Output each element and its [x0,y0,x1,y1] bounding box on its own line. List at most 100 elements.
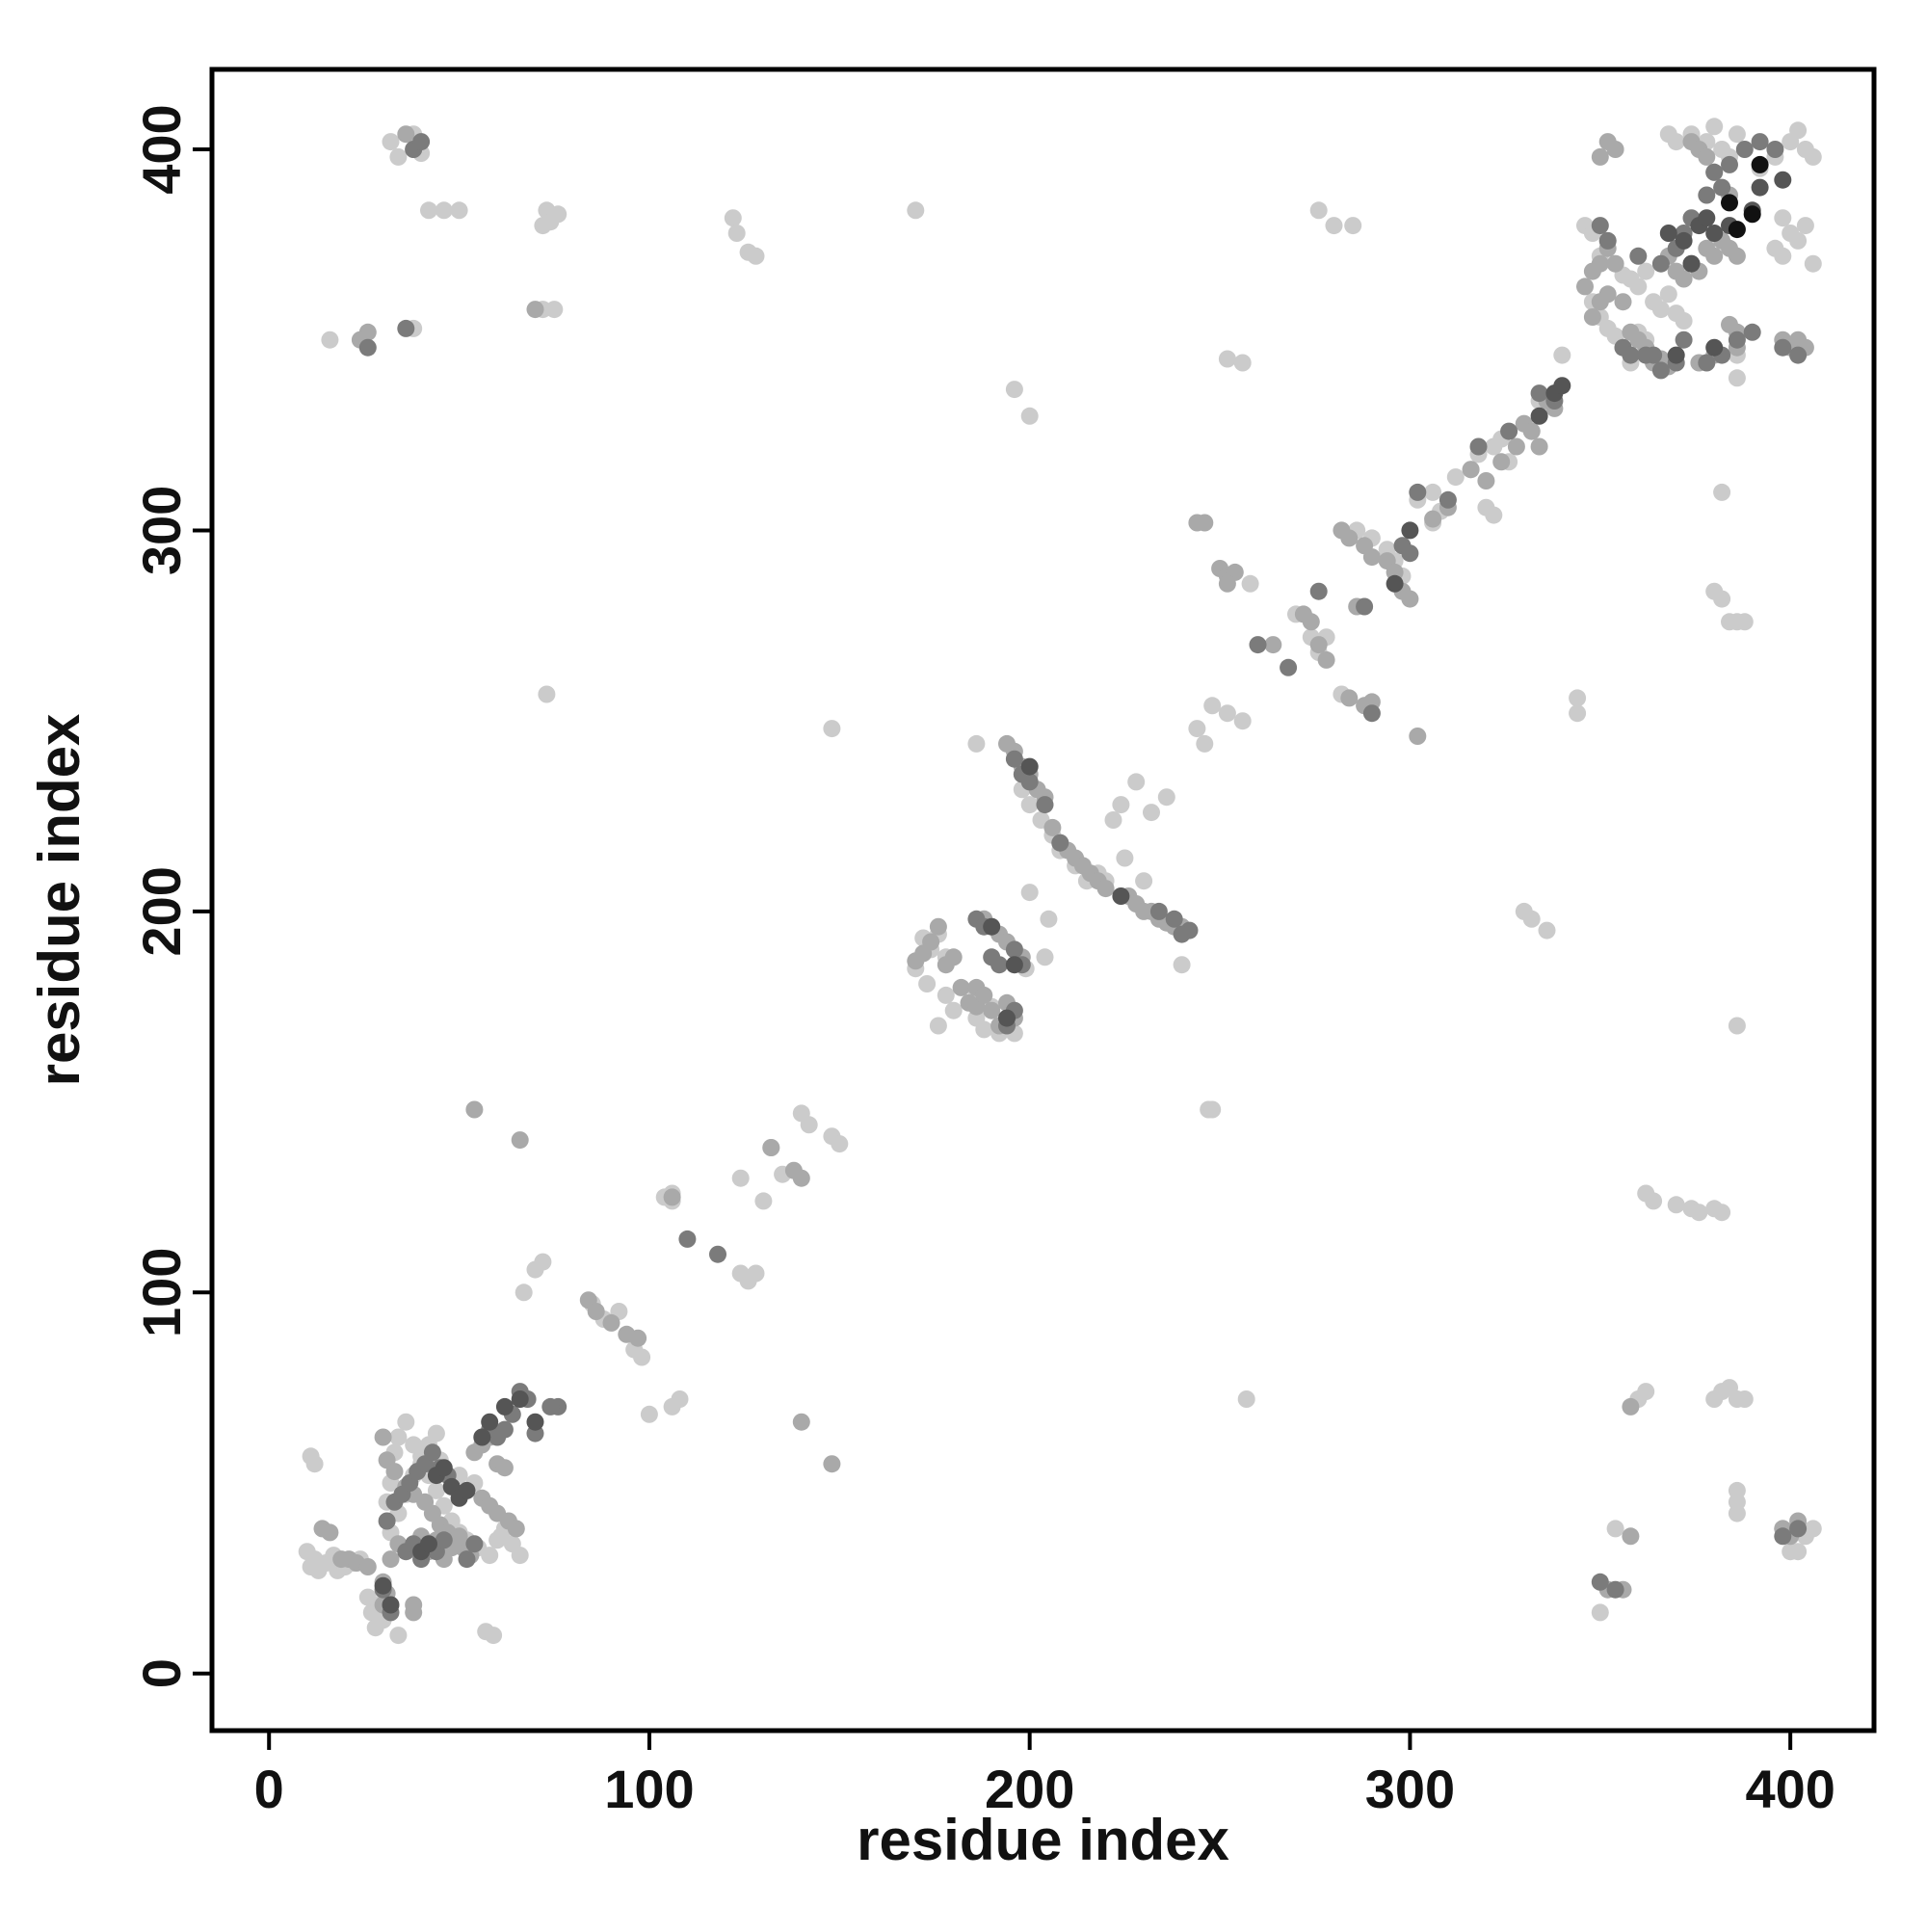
data-point [1705,247,1724,265]
data-point [1713,483,1731,501]
data-point [1112,887,1130,905]
data-point [1344,217,1362,235]
data-point [465,1100,484,1119]
y-tick-label: 200 [131,866,192,956]
data-point [511,1131,529,1150]
data-point [922,933,940,951]
data-point [1606,1580,1624,1599]
data-point [450,201,468,220]
data-point [1804,254,1822,273]
data-point [485,1627,503,1645]
data-point [458,1550,476,1569]
data-point [762,1139,780,1156]
points-layer [298,118,1822,1645]
y-tick-label: 0 [131,1658,192,1688]
data-point [1713,590,1731,608]
x-tick-label: 100 [604,1759,694,1819]
data-point [1188,720,1206,738]
data-point [397,1413,415,1431]
data-point [1705,163,1724,181]
data-point [1728,221,1746,239]
data-point [983,917,1001,936]
data-point [1280,658,1298,676]
data-point [1675,270,1693,288]
data-point [1651,301,1670,319]
data-point [1598,285,1617,304]
data-point [671,1390,689,1408]
data-point [358,1558,377,1575]
data-point [1020,796,1039,814]
data-point [305,1455,324,1473]
data-point [1743,205,1761,224]
data-point [526,1260,544,1279]
data-point [1637,262,1655,280]
data-point [1675,312,1693,330]
data-point [423,1443,441,1462]
data-point [420,1535,437,1553]
data-point [1362,548,1381,567]
data-point [1522,422,1541,440]
data-point [1751,155,1769,173]
data-point [1020,757,1039,776]
data-point [507,1520,525,1538]
data-point [1789,1520,1808,1538]
data-point [602,1313,620,1332]
data-point [823,1455,841,1473]
data-point [1789,1543,1808,1561]
data-point [1651,361,1670,380]
x-tick-label: 0 [254,1759,284,1819]
data-point [1675,331,1693,349]
data-point [823,720,841,738]
data-point [1469,437,1488,456]
data-point [1005,750,1023,768]
data-point [1721,194,1738,212]
data-point [1659,225,1677,242]
data-point [1789,231,1808,250]
data-point [1386,574,1404,593]
data-point [1591,254,1609,273]
x-axis-label: residue index [857,1808,1229,1872]
data-point [1682,254,1701,273]
data-point [420,201,437,220]
data-point [747,1264,765,1283]
data-point [800,1116,818,1134]
y-tick-label: 300 [131,486,192,575]
data-point [1622,1527,1640,1546]
data-point [495,1459,514,1477]
data-point [663,1188,681,1206]
data-point [1143,804,1160,822]
data-point [321,1523,339,1542]
data-point [382,133,400,151]
data-point [1309,582,1328,600]
data-point [1157,788,1175,807]
data-point [1485,506,1503,524]
data-point [473,1428,491,1446]
data-point [1766,239,1784,257]
data-point [1362,704,1381,723]
data-point [1804,1520,1822,1538]
data-point [1766,141,1784,158]
data-point [1576,278,1594,296]
data-point [1173,925,1191,943]
data-point [1728,1017,1746,1035]
data-point [382,1550,400,1569]
data-point [1424,483,1442,501]
y-tick-label: 400 [131,104,192,194]
data-point [975,986,993,1004]
data-point [1036,796,1054,814]
data-point [918,975,937,992]
data-point [1675,231,1693,250]
data-point [1112,796,1130,814]
data-point [1651,254,1670,273]
data-point [727,225,746,242]
data-point [1698,186,1716,204]
data-point [792,1169,810,1187]
data-point [1233,354,1252,372]
data-point [1530,437,1548,456]
data-point [944,948,963,966]
data-point [481,1413,499,1431]
data-point [1196,734,1214,753]
data-point [1309,636,1328,654]
data-point [1462,461,1480,479]
